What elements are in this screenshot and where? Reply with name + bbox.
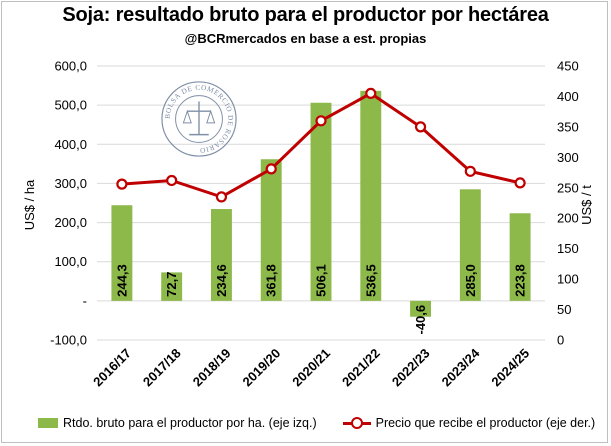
bar <box>210 209 232 301</box>
right-tick-label: 450 <box>557 59 579 74</box>
legend-line-swatch <box>342 416 371 430</box>
right-axis-label: US$ / t <box>579 185 594 225</box>
chart-legend: Rtdo. bruto para el productor por ha. (e… <box>38 416 595 430</box>
bar-data-label: 72,7 <box>164 272 179 297</box>
bar <box>260 159 282 301</box>
right-tick-label: 200 <box>557 211 579 226</box>
x-tick-label: 2018/19 <box>190 346 234 390</box>
legend-line-label: Precio que recibe el productor (eje der.… <box>375 416 596 430</box>
right-tick-label: 300 <box>557 150 579 165</box>
chart-title: Soja: resultado bruto para el productor … <box>62 4 549 26</box>
x-axis-ticks: 2016/17 2017/18 2018/19 2019/20 2020/21 2021/… <box>90 345 532 389</box>
bar <box>459 189 481 301</box>
price-point <box>365 87 377 100</box>
x-tick-label: 2020/21 <box>289 346 333 390</box>
left-tick-label: -100,0 <box>50 333 87 348</box>
right-tick-label: 250 <box>557 180 579 195</box>
price-point <box>215 191 228 203</box>
price-point <box>166 174 178 187</box>
x-tick-label: 2021/22 <box>339 346 383 390</box>
legend-bar-swatch <box>38 418 58 428</box>
bar <box>111 205 133 301</box>
bar-series: 244,3 72,7 234,6 361,8 506,1 536,5 -40,6 285,0 2… <box>111 90 531 335</box>
bar-data-label: 234,6 <box>214 264 229 297</box>
bar <box>509 213 531 301</box>
x-tick-label: 2017/18 <box>140 346 184 390</box>
bar <box>410 300 432 317</box>
price-point <box>315 115 327 127</box>
left-tick-label: 400,0 <box>54 137 87 152</box>
x-tick-label: 2024/25 <box>488 346 532 390</box>
bar <box>310 102 332 301</box>
left-tick-label: - <box>83 293 87 308</box>
x-tick-label: 2022/23 <box>389 346 433 390</box>
x-tick-label: 2023/24 <box>439 345 483 389</box>
price-point <box>414 121 427 133</box>
line-series <box>116 87 526 203</box>
right-tick-label: 0 <box>557 333 564 348</box>
right-tick-label: 350 <box>557 119 579 134</box>
x-tick-label: 2016/17 <box>90 346 134 390</box>
right-tick-label: 50 <box>557 302 571 317</box>
bar-data-label: 536,5 <box>363 264 378 297</box>
chart-subtitle: @BCRmercados en base a est. propias <box>184 31 427 46</box>
left-tick-label: 100,0 <box>54 254 87 269</box>
bar-data-label: 223,8 <box>513 264 528 297</box>
right-axis-ticks: 0 50 100 150 200 250 300 350 400 450 <box>557 59 579 348</box>
bcr-seal-logo: BOLSA DE COMERCIO DE ROSARIO <box>161 81 237 157</box>
bar-data-label: 361,8 <box>264 264 279 297</box>
legend-bar-label: Rtdo. bruto para el productor por ha. (e… <box>63 416 317 430</box>
price-point <box>265 163 277 175</box>
bar-data-label: 285,0 <box>463 264 478 297</box>
left-tick-label: 300,0 <box>54 176 87 191</box>
bar-data-label: 244,3 <box>114 264 129 297</box>
price-point <box>116 178 128 190</box>
bar <box>360 90 382 301</box>
right-tick-label: 100 <box>557 272 579 287</box>
left-axis-label: US$ / ha <box>22 179 37 230</box>
price-point <box>464 165 476 177</box>
price-point <box>514 177 526 189</box>
bar-data-label: -40,6 <box>413 305 428 335</box>
x-tick-label: 2019/20 <box>240 346 284 390</box>
left-tick-label: 200,0 <box>54 215 87 230</box>
bar <box>161 272 183 301</box>
right-tick-label: 150 <box>557 241 579 256</box>
left-tick-label: 600,0 <box>54 59 87 74</box>
right-tick-label: 400 <box>557 89 579 104</box>
left-tick-label: 500,0 <box>54 98 87 113</box>
bar-data-label: 506,1 <box>314 264 329 297</box>
